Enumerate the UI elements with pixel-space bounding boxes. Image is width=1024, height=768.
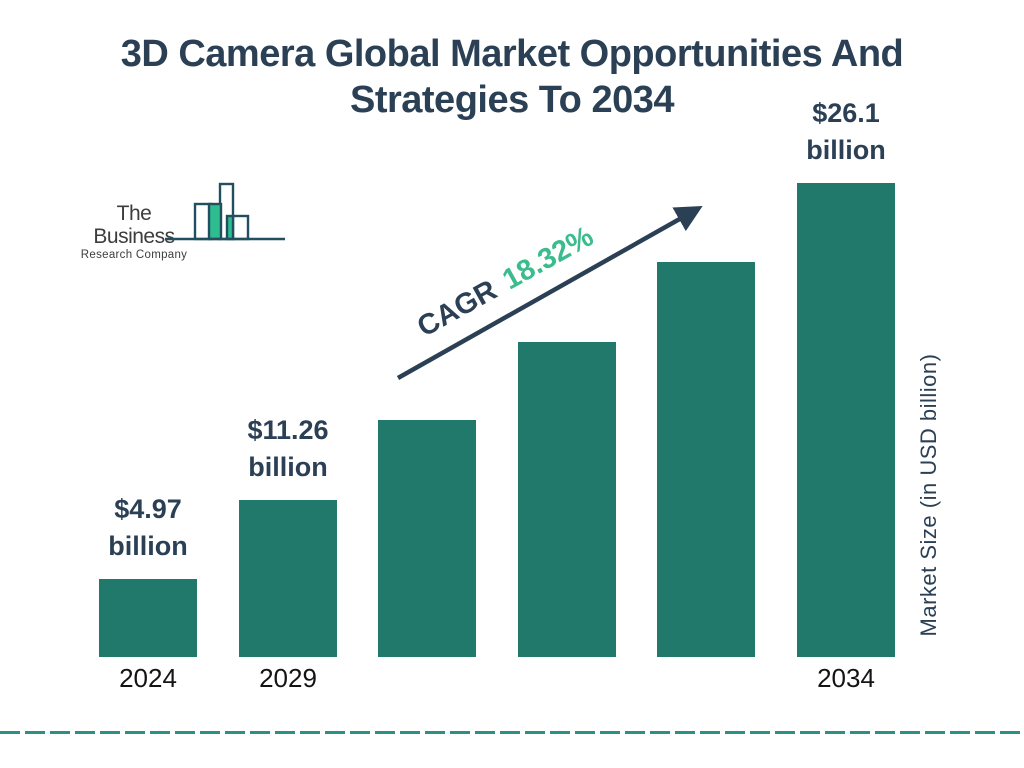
axis-label-2034: 2034 bbox=[817, 663, 875, 693]
growth-arrow bbox=[396, 206, 703, 380]
page-title-line2: Strategies To 2034 bbox=[349, 79, 675, 121]
bar-unlabeled-3 bbox=[378, 420, 476, 657]
bar-2034 bbox=[797, 183, 895, 657]
bar-unlabeled-4 bbox=[518, 342, 616, 657]
axis-label-2024: 2024 bbox=[119, 663, 177, 693]
company-logo-text: The Business Research Company bbox=[75, 202, 193, 262]
value-label-2034: $26.1 billion bbox=[806, 98, 886, 165]
value-label-2029: $11.26 billion bbox=[247, 415, 329, 482]
company-logo-name: The Business bbox=[93, 202, 175, 248]
bottom-dashed-divider bbox=[0, 731, 1024, 734]
value-label-2024: $4.97 billion bbox=[108, 494, 188, 561]
company-logo: The Business Research Company bbox=[75, 176, 287, 261]
page-title-line1: 3D Camera Global Market Opportunities An… bbox=[120, 33, 904, 75]
axis-label-2029: 2029 bbox=[259, 663, 317, 693]
bar-2029 bbox=[239, 500, 337, 657]
bar-unlabeled-5 bbox=[657, 262, 755, 657]
page-title: 3D Camera Global Market Opportunities An… bbox=[0, 31, 1024, 123]
company-logo-subname: Research Company bbox=[80, 249, 188, 261]
bar-2024 bbox=[99, 579, 197, 657]
y-axis-title: Market Size (in USD billion) bbox=[916, 353, 941, 637]
company-logo-buildings-icon bbox=[165, 182, 285, 241]
